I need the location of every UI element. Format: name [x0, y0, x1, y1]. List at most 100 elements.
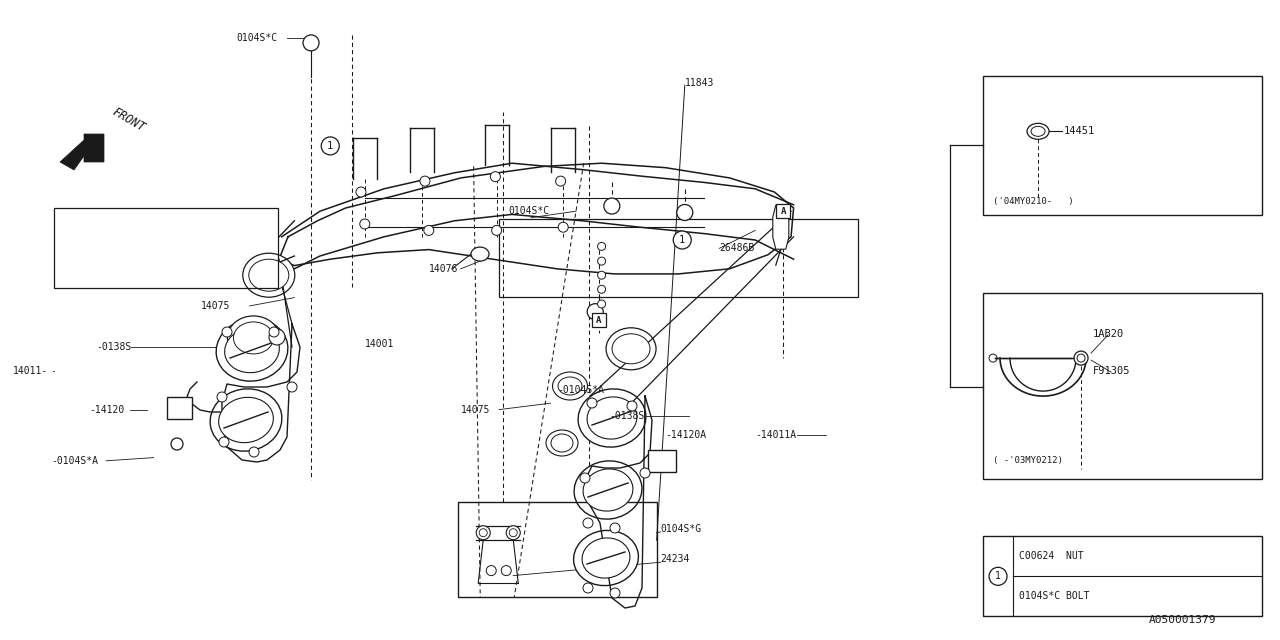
Circle shape	[640, 468, 650, 478]
Text: 14075: 14075	[201, 301, 230, 311]
Text: -0138S: -0138S	[96, 342, 132, 352]
Text: 1: 1	[328, 141, 333, 151]
Circle shape	[558, 222, 568, 232]
Text: A050001379: A050001379	[1148, 614, 1216, 625]
Text: C00624  NUT: C00624 NUT	[1019, 551, 1084, 561]
Circle shape	[424, 225, 434, 236]
Ellipse shape	[584, 469, 632, 511]
Circle shape	[502, 566, 511, 575]
Circle shape	[490, 172, 500, 182]
Circle shape	[321, 137, 339, 155]
Ellipse shape	[579, 389, 646, 447]
Ellipse shape	[588, 397, 637, 439]
Ellipse shape	[228, 316, 279, 360]
Ellipse shape	[575, 461, 641, 519]
Circle shape	[420, 176, 430, 186]
Ellipse shape	[233, 322, 274, 354]
Ellipse shape	[573, 531, 639, 586]
Circle shape	[611, 523, 620, 533]
Text: 0104S*C: 0104S*C	[237, 33, 278, 44]
Circle shape	[598, 285, 605, 293]
Circle shape	[611, 588, 620, 598]
Text: -0138S: -0138S	[609, 411, 645, 421]
Text: -14120A: -14120A	[666, 430, 707, 440]
Circle shape	[588, 304, 603, 320]
Text: FRONT: FRONT	[110, 105, 147, 134]
Circle shape	[287, 382, 297, 392]
Text: A: A	[596, 316, 602, 324]
Circle shape	[989, 567, 1007, 586]
Text: 0104S*G: 0104S*G	[660, 524, 701, 534]
Text: 14076: 14076	[429, 264, 458, 274]
Circle shape	[269, 329, 285, 345]
Bar	[983, 76, 1262, 215]
Ellipse shape	[248, 259, 289, 291]
Text: 0104S*C BOLT: 0104S*C BOLT	[1019, 591, 1089, 602]
Polygon shape	[60, 134, 104, 170]
Circle shape	[598, 271, 605, 279]
Circle shape	[221, 327, 232, 337]
Circle shape	[582, 518, 593, 528]
Circle shape	[598, 300, 605, 308]
Ellipse shape	[210, 389, 282, 451]
Text: -0104S*A: -0104S*A	[557, 385, 604, 396]
Circle shape	[588, 398, 596, 408]
Text: ('04MY0210-   ): ('04MY0210- )	[993, 196, 1074, 205]
Circle shape	[486, 566, 497, 575]
Text: A: A	[781, 207, 786, 216]
Text: 24234: 24234	[660, 554, 690, 564]
Text: 14001: 14001	[365, 339, 394, 349]
Bar	[458, 502, 657, 597]
Text: 14075: 14075	[461, 404, 490, 415]
Ellipse shape	[219, 397, 274, 443]
Polygon shape	[773, 205, 788, 249]
Bar	[499, 219, 858, 297]
Text: -14120: -14120	[90, 404, 125, 415]
Ellipse shape	[612, 334, 650, 364]
Circle shape	[492, 225, 502, 236]
Circle shape	[677, 205, 692, 221]
Ellipse shape	[547, 430, 579, 456]
Circle shape	[507, 525, 520, 540]
Bar	[648, 450, 676, 472]
Ellipse shape	[605, 328, 657, 370]
Ellipse shape	[1027, 124, 1050, 140]
Ellipse shape	[243, 253, 294, 297]
Text: 1: 1	[680, 235, 685, 245]
Text: -14011A: -14011A	[755, 430, 796, 440]
Text: 1: 1	[995, 572, 1001, 581]
Circle shape	[604, 198, 620, 214]
Bar	[983, 293, 1262, 479]
Text: 26486B: 26486B	[719, 243, 755, 253]
Circle shape	[476, 525, 490, 540]
Circle shape	[580, 473, 590, 483]
Circle shape	[250, 447, 259, 457]
Bar	[166, 397, 192, 419]
Text: 14011-: 14011-	[13, 366, 49, 376]
Circle shape	[172, 438, 183, 450]
Circle shape	[219, 437, 229, 447]
Bar	[54, 208, 278, 288]
Text: 14451: 14451	[1064, 126, 1096, 136]
Ellipse shape	[471, 247, 489, 261]
Circle shape	[673, 231, 691, 249]
Bar	[983, 536, 1262, 616]
Circle shape	[218, 392, 227, 402]
Circle shape	[556, 176, 566, 186]
Text: 1AB20: 1AB20	[1093, 329, 1124, 339]
Bar	[593, 313, 605, 327]
Ellipse shape	[216, 319, 288, 381]
Circle shape	[303, 35, 319, 51]
Circle shape	[356, 187, 366, 197]
Circle shape	[269, 327, 279, 337]
Circle shape	[598, 257, 605, 265]
Circle shape	[627, 401, 637, 411]
Circle shape	[582, 583, 593, 593]
Text: 11843: 11843	[685, 78, 714, 88]
Ellipse shape	[1032, 126, 1044, 136]
Circle shape	[1074, 351, 1088, 365]
Text: ( -'03MY0212): ( -'03MY0212)	[993, 456, 1062, 465]
Text: -0104S*A: -0104S*A	[51, 456, 99, 466]
Text: F91305: F91305	[1093, 366, 1130, 376]
Circle shape	[360, 219, 370, 229]
